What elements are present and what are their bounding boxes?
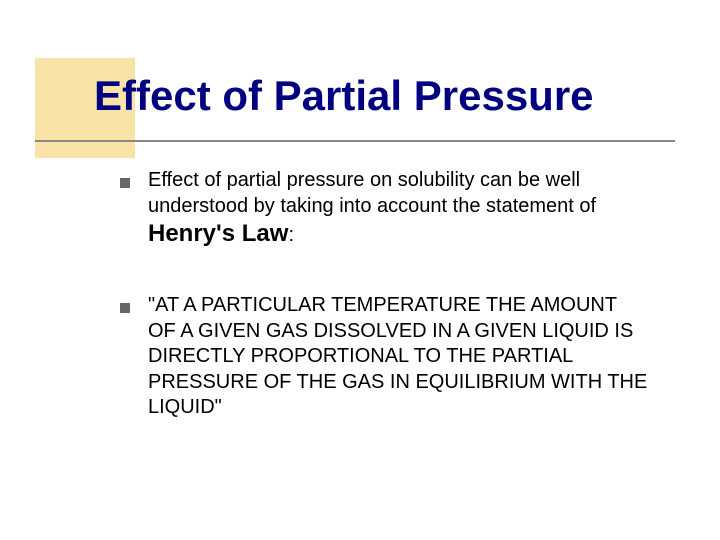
intro-suffix: : xyxy=(288,224,294,246)
paragraph-intro: Effect of partial pressure on solubility… xyxy=(148,168,648,250)
henrys-law-label: Henry's Law xyxy=(148,220,288,247)
paragraph-quote: "AT A PARTICULAR TEMPERATURE THE AMOUNT … xyxy=(148,293,648,421)
bullet-icon xyxy=(120,303,130,313)
intro-text: Effect of partial pressure on solubility… xyxy=(148,169,596,217)
title-underline xyxy=(35,140,675,142)
bullet-icon xyxy=(120,178,130,188)
slide-title: Effect of Partial Pressure xyxy=(94,72,594,120)
